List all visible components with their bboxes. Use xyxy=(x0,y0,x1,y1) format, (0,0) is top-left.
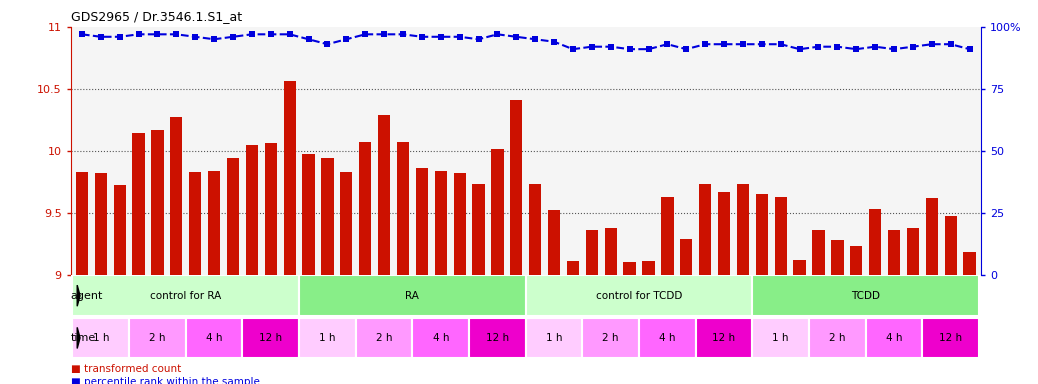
Text: agent: agent xyxy=(71,291,103,301)
Bar xyxy=(416,168,428,275)
Bar xyxy=(129,318,186,358)
Bar xyxy=(189,172,201,275)
Bar xyxy=(265,143,277,275)
Text: 2 h: 2 h xyxy=(149,333,166,343)
Bar xyxy=(737,184,749,275)
Bar xyxy=(926,198,938,275)
Text: 2 h: 2 h xyxy=(376,333,392,343)
Bar xyxy=(643,261,655,275)
Bar xyxy=(699,184,711,275)
Text: 12 h: 12 h xyxy=(260,333,282,343)
Bar xyxy=(186,318,243,358)
Text: 2 h: 2 h xyxy=(602,333,619,343)
Text: 4 h: 4 h xyxy=(433,333,449,343)
Bar xyxy=(322,158,333,275)
Bar xyxy=(718,192,730,275)
Bar xyxy=(378,115,390,275)
Text: control for TCDD: control for TCDD xyxy=(596,291,682,301)
Bar xyxy=(529,184,542,275)
Bar xyxy=(582,318,639,358)
Bar xyxy=(624,262,635,275)
Bar xyxy=(152,130,164,275)
Bar xyxy=(299,318,356,358)
Bar xyxy=(299,275,525,316)
Bar xyxy=(302,154,315,275)
Text: control for RA: control for RA xyxy=(151,291,221,301)
Text: 4 h: 4 h xyxy=(885,333,902,343)
Bar xyxy=(604,227,617,275)
Text: 12 h: 12 h xyxy=(939,333,962,343)
Bar xyxy=(208,170,220,275)
Bar xyxy=(869,209,881,275)
Bar xyxy=(491,149,503,275)
Text: 4 h: 4 h xyxy=(659,333,676,343)
Bar xyxy=(510,100,522,275)
Text: 4 h: 4 h xyxy=(206,333,222,343)
Bar xyxy=(397,142,409,275)
Bar xyxy=(963,252,976,275)
Text: GDS2965 / Dr.3546.1.S1_at: GDS2965 / Dr.3546.1.S1_at xyxy=(71,10,242,23)
Bar xyxy=(246,144,258,275)
Bar xyxy=(525,318,582,358)
Bar xyxy=(76,172,88,275)
Bar xyxy=(243,318,299,358)
Bar xyxy=(283,81,296,275)
Text: 12 h: 12 h xyxy=(486,333,509,343)
Bar xyxy=(412,318,469,358)
Bar xyxy=(813,230,824,275)
Bar xyxy=(454,173,466,275)
Text: ■ transformed count: ■ transformed count xyxy=(71,364,181,374)
Bar xyxy=(639,318,695,358)
Bar xyxy=(945,216,957,275)
Text: 2 h: 2 h xyxy=(829,333,846,343)
Text: RA: RA xyxy=(406,291,419,301)
Text: 12 h: 12 h xyxy=(712,333,736,343)
Bar xyxy=(170,117,183,275)
Bar xyxy=(472,184,485,275)
Bar xyxy=(695,318,753,358)
Bar xyxy=(793,260,805,275)
Bar xyxy=(753,275,979,316)
Bar xyxy=(923,318,979,358)
Bar xyxy=(907,227,919,275)
Text: TCDD: TCDD xyxy=(851,291,880,301)
Bar xyxy=(525,275,753,316)
Bar xyxy=(133,133,144,275)
Bar xyxy=(887,230,900,275)
Bar xyxy=(113,185,126,275)
Text: ■ percentile rank within the sample: ■ percentile rank within the sample xyxy=(71,377,260,384)
Bar xyxy=(774,197,787,275)
Bar xyxy=(680,238,692,275)
Text: 1 h: 1 h xyxy=(320,333,335,343)
Polygon shape xyxy=(77,327,80,349)
Bar xyxy=(753,318,809,358)
Text: 1 h: 1 h xyxy=(772,333,789,343)
Bar xyxy=(756,194,768,275)
Bar xyxy=(73,318,129,358)
Bar xyxy=(469,318,525,358)
Bar xyxy=(94,173,107,275)
Bar xyxy=(661,197,674,275)
Bar xyxy=(73,275,299,316)
Text: 1 h: 1 h xyxy=(92,333,109,343)
Bar xyxy=(435,170,447,275)
Bar xyxy=(809,318,866,358)
Polygon shape xyxy=(77,285,80,306)
Bar xyxy=(585,230,598,275)
Bar xyxy=(567,261,579,275)
Text: time: time xyxy=(71,333,97,343)
Bar xyxy=(227,158,239,275)
Bar xyxy=(356,318,412,358)
Bar xyxy=(359,142,372,275)
Bar xyxy=(548,210,561,275)
Bar xyxy=(850,246,863,275)
Bar xyxy=(866,318,923,358)
Bar xyxy=(831,240,844,275)
Bar xyxy=(340,172,353,275)
Text: 1 h: 1 h xyxy=(546,333,563,343)
